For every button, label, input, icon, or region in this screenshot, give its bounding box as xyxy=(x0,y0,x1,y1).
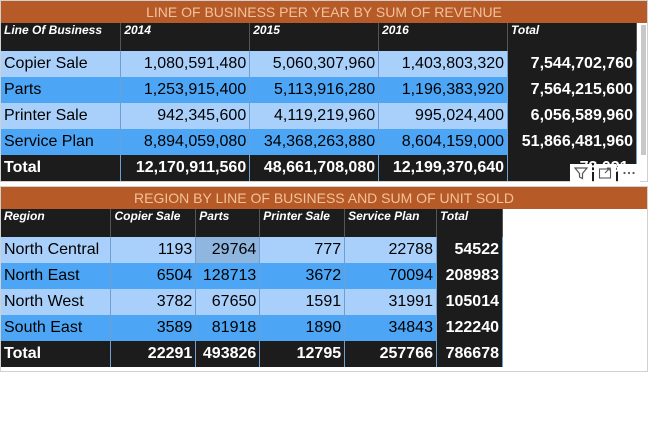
row-total-cell: 208983 xyxy=(436,263,504,289)
row-total-cell: 6,056,589,960 xyxy=(507,103,637,129)
table-row[interactable]: Service Plan 8,894,059,080 34,368,263,88… xyxy=(1,129,637,155)
table-cell: 1,403,803,320 xyxy=(378,51,509,77)
table-cell: 1,080,591,480 xyxy=(120,51,251,77)
table-row[interactable]: Printer Sale 942,345,600 4,119,219,960 9… xyxy=(1,103,637,129)
table-cell: 5,060,307,960 xyxy=(249,51,380,77)
table-cell: 1,253,915,400 xyxy=(120,77,251,103)
visual-header-icons xyxy=(570,164,640,182)
total-cell: 12,199,370,640 xyxy=(378,155,509,181)
column-header-total[interactable]: Total xyxy=(507,23,637,51)
units-table: Region Copier Sale Parts Printer Sale Se… xyxy=(1,209,504,367)
row-total-cell: 51,866,481,960 xyxy=(507,129,637,155)
column-header-copier-sale[interactable]: Copier Sale xyxy=(110,209,197,237)
table-cell: 1591 xyxy=(259,289,346,315)
table-cell: 3672 xyxy=(259,263,346,289)
filter-icon[interactable] xyxy=(570,164,592,182)
total-cell: 257766 xyxy=(344,341,437,367)
table-cell: 3589 xyxy=(110,315,197,341)
table-row[interactable]: North Central 1193 29764 777 22788 54522 xyxy=(1,237,504,263)
column-header-region[interactable]: Region xyxy=(1,209,112,237)
column-header-2014[interactable]: 2014 xyxy=(120,23,251,51)
row-label: Parts xyxy=(1,77,122,103)
table-row[interactable]: Copier Sale 1,080,591,480 5,060,307,960 … xyxy=(1,51,637,77)
table-cell: 29764 xyxy=(195,237,261,263)
row-total-cell: 54522 xyxy=(436,237,504,263)
table-cell: 22788 xyxy=(344,237,437,263)
total-cell: 22291 xyxy=(110,341,197,367)
column-header-line-of-business[interactable]: Line Of Business xyxy=(1,23,122,51)
table-cell: 1193 xyxy=(110,237,197,263)
table-cell: 4,119,219,960 xyxy=(249,103,380,129)
table-cell: 6504 xyxy=(110,263,197,289)
table-cell: 31991 xyxy=(344,289,437,315)
grand-total-cell: 786678 xyxy=(436,341,504,367)
table-cell: 8,894,059,080 xyxy=(120,129,251,155)
total-row[interactable]: Total 22291 493826 12795 257766 786678 xyxy=(1,341,504,367)
total-label: Total xyxy=(1,341,112,367)
more-options-icon[interactable] xyxy=(618,164,640,182)
table-row[interactable]: Parts 1,253,915,400 5,113,916,280 1,196,… xyxy=(1,77,637,103)
total-cell: 493826 xyxy=(195,341,261,367)
units-visual[interactable]: REGION BY LINE OF BUSINESS AND SUM OF UN… xyxy=(0,186,648,372)
table-cell: 1,196,383,920 xyxy=(378,77,509,103)
table-cell: 8,604,159,000 xyxy=(378,129,509,155)
revenue-table: Line Of Business 2014 2015 2016 Total Co… xyxy=(1,23,637,181)
row-total-cell: 7,564,215,600 xyxy=(507,77,637,103)
table-cell: 81918 xyxy=(195,315,261,341)
table-cell: 5,113,916,280 xyxy=(249,77,380,103)
row-label: North East xyxy=(1,263,112,289)
table-cell: 34,368,263,880 xyxy=(249,129,380,155)
column-header-total[interactable]: Total xyxy=(436,209,504,237)
table-cell: 128713 xyxy=(195,263,261,289)
focus-mode-icon[interactable] xyxy=(594,164,616,182)
column-header-service-plan[interactable]: Service Plan xyxy=(344,209,437,237)
table-row[interactable]: North West 3782 67650 1591 31991 105014 xyxy=(1,289,504,315)
table-cell: 34843 xyxy=(344,315,437,341)
row-label: Copier Sale xyxy=(1,51,122,77)
table-cell: 1890 xyxy=(259,315,346,341)
table-cell: 995,024,400 xyxy=(378,103,509,129)
revenue-visual-title: LINE OF BUSINESS PER YEAR BY SUM OF REVE… xyxy=(1,1,647,23)
row-label: North Central xyxy=(1,237,112,263)
row-label: Service Plan xyxy=(1,129,122,155)
total-cell: 12795 xyxy=(259,341,346,367)
table-cell: 777 xyxy=(259,237,346,263)
table-cell: 67650 xyxy=(195,289,261,315)
total-row[interactable]: Total 12,170,911,560 48,661,708,080 12,1… xyxy=(1,155,637,181)
row-total-cell: 7,544,702,760 xyxy=(507,51,637,77)
row-label: Printer Sale xyxy=(1,103,122,129)
column-header-parts[interactable]: Parts xyxy=(195,209,261,237)
row-label: South East xyxy=(1,315,112,341)
column-header-2016[interactable]: 2016 xyxy=(378,23,509,51)
table-cell: 3782 xyxy=(110,289,197,315)
vertical-scrollbar[interactable] xyxy=(641,25,646,155)
row-total-cell: 105014 xyxy=(436,289,504,315)
column-header-2015[interactable]: 2015 xyxy=(249,23,380,51)
row-total-cell: 122240 xyxy=(436,315,504,341)
table-row[interactable]: South East 3589 81918 1890 34843 122240 xyxy=(1,315,504,341)
revenue-visual[interactable]: LINE OF BUSINESS PER YEAR BY SUM OF REVE… xyxy=(0,0,648,182)
total-label: Total xyxy=(1,155,122,181)
row-label: North West xyxy=(1,289,112,315)
table-cell: 70094 xyxy=(344,263,437,289)
total-cell: 12,170,911,560 xyxy=(120,155,251,181)
total-cell: 48,661,708,080 xyxy=(249,155,380,181)
table-row[interactable]: North East 6504 128713 3672 70094 208983 xyxy=(1,263,504,289)
column-header-printer-sale[interactable]: Printer Sale xyxy=(259,209,346,237)
table-cell: 942,345,600 xyxy=(120,103,251,129)
units-visual-title: REGION BY LINE OF BUSINESS AND SUM OF UN… xyxy=(1,187,647,209)
